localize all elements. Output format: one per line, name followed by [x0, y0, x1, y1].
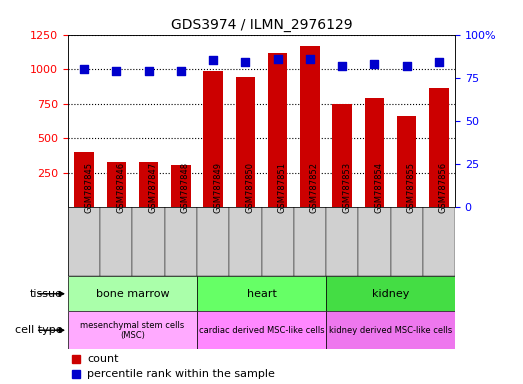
Text: mesenchymal stem cells
(MSC): mesenchymal stem cells (MSC) [81, 321, 185, 340]
Text: GSM787847: GSM787847 [149, 162, 157, 213]
Text: percentile rank within the sample: percentile rank within the sample [87, 369, 275, 379]
Bar [268, 53, 287, 207]
Bar [397, 116, 416, 207]
Text: GSM787848: GSM787848 [181, 162, 190, 213]
Bar [139, 162, 158, 207]
Bar [391, 207, 423, 276]
Bar [326, 207, 358, 276]
Bar [326, 311, 455, 349]
Bar [197, 276, 326, 311]
Text: GSM787845: GSM787845 [84, 162, 93, 213]
Bar [429, 88, 449, 207]
Bar [132, 207, 165, 276]
Bar [74, 152, 94, 207]
Point [338, 63, 346, 69]
Text: tissue: tissue [30, 289, 63, 299]
Bar [326, 276, 455, 311]
Point [112, 68, 120, 74]
Bar [300, 46, 320, 207]
Bar [262, 207, 294, 276]
Point [241, 59, 249, 65]
Text: GSM787851: GSM787851 [278, 162, 287, 213]
Text: GSM787855: GSM787855 [407, 162, 416, 213]
Bar [333, 104, 352, 207]
Text: GSM787849: GSM787849 [213, 162, 222, 213]
Text: cell type: cell type [15, 325, 63, 335]
Bar [294, 207, 326, 276]
Text: cardiac derived MSC-like cells: cardiac derived MSC-like cells [199, 326, 324, 335]
Bar [197, 207, 229, 276]
Bar [68, 311, 197, 349]
Bar [358, 207, 391, 276]
Text: GSM787846: GSM787846 [116, 162, 126, 213]
Text: kidney: kidney [372, 289, 409, 299]
Bar [68, 276, 197, 311]
Bar [365, 98, 384, 207]
Bar [171, 165, 190, 207]
Bar [236, 77, 255, 207]
Bar [100, 207, 132, 276]
Point [80, 66, 88, 72]
Bar [203, 71, 223, 207]
Bar [423, 207, 455, 276]
Point [435, 59, 443, 65]
Text: count: count [87, 354, 119, 364]
Point [209, 58, 218, 64]
Bar [229, 207, 262, 276]
Text: GSM787852: GSM787852 [310, 162, 319, 213]
Bar [197, 311, 326, 349]
Point [403, 63, 411, 69]
Text: GSM787854: GSM787854 [374, 162, 383, 213]
Point [274, 56, 282, 62]
Point [177, 68, 185, 74]
Text: GSM787856: GSM787856 [439, 162, 448, 213]
Text: GSM787850: GSM787850 [245, 162, 254, 213]
Text: GSM787853: GSM787853 [342, 162, 351, 213]
Point [144, 68, 153, 74]
Title: GDS3974 / ILMN_2976129: GDS3974 / ILMN_2976129 [170, 18, 353, 32]
Point [305, 56, 314, 62]
Text: bone marrow: bone marrow [96, 289, 169, 299]
Text: heart: heart [246, 289, 277, 299]
Text: kidney derived MSC-like cells: kidney derived MSC-like cells [329, 326, 452, 335]
Bar [68, 207, 100, 276]
Point [370, 61, 379, 67]
Bar [107, 162, 126, 207]
Bar [165, 207, 197, 276]
